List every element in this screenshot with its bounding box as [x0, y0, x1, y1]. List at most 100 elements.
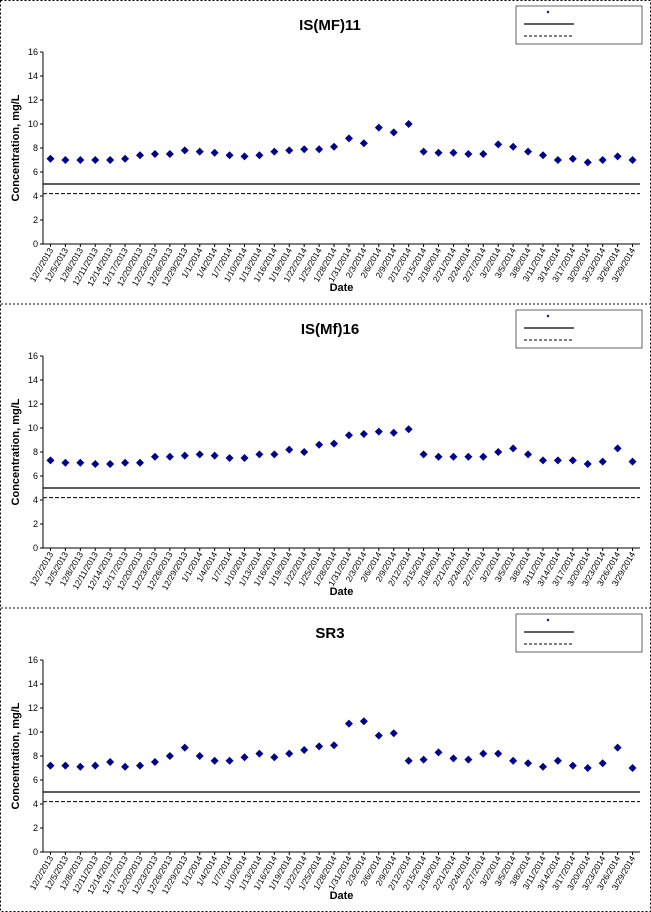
- chart-title: SR3: [315, 625, 344, 642]
- data-point: [210, 451, 219, 460]
- data-point: [330, 439, 339, 448]
- data-point: [359, 717, 368, 726]
- data-point: [225, 454, 234, 462]
- y-tick-label: 12: [28, 703, 38, 713]
- y-tick-label: 6: [33, 775, 38, 785]
- y-tick-label: 2: [33, 215, 38, 225]
- y-tick-label: 0: [33, 239, 38, 249]
- data-point: [225, 151, 234, 160]
- y-tick-label: 2: [33, 519, 38, 529]
- data-point: [46, 154, 55, 163]
- data-point: [538, 456, 547, 465]
- data-point: [524, 759, 533, 768]
- data-point: [434, 452, 443, 461]
- data-point: [404, 425, 413, 434]
- data-point: [568, 456, 577, 465]
- data-point: [46, 761, 55, 770]
- data-point: [150, 150, 159, 158]
- data-point: [270, 753, 279, 762]
- data-point: [285, 749, 294, 758]
- y-axis-label: Concentration, mg/L: [10, 94, 22, 201]
- data-point: [165, 150, 174, 158]
- data-point: [91, 460, 100, 468]
- data-point: [315, 742, 324, 751]
- y-tick-label: 0: [33, 543, 38, 553]
- data-point: [121, 154, 130, 163]
- data-point: [106, 758, 115, 766]
- data-point: [419, 755, 428, 764]
- data-point: [598, 156, 607, 164]
- data-point: [464, 452, 473, 461]
- y-tick-label: 4: [33, 799, 38, 809]
- data-point: [628, 764, 637, 772]
- data-point: [76, 156, 85, 164]
- data-point: [150, 452, 159, 461]
- data-point: [285, 146, 294, 155]
- data-point: [359, 139, 368, 148]
- y-tick-label: 8: [33, 143, 38, 153]
- data-point: [568, 761, 577, 770]
- data-point: [136, 151, 145, 160]
- data-point: [449, 148, 458, 157]
- legend-box: [515, 5, 643, 45]
- y-tick-label: 8: [33, 751, 38, 761]
- data-point: [598, 457, 607, 466]
- y-tick-label: 16: [28, 351, 38, 361]
- x-axis-label: Date: [330, 586, 354, 598]
- data-point: [419, 450, 428, 459]
- legend-marker: [546, 618, 550, 622]
- data-point: [165, 752, 174, 760]
- data-point: [315, 440, 324, 449]
- y-tick-label: 2: [33, 823, 38, 833]
- y-tick-label: 14: [28, 71, 38, 81]
- data-point: [479, 150, 488, 158]
- data-point: [210, 148, 219, 157]
- data-point: [538, 151, 547, 160]
- y-tick-label: 6: [33, 167, 38, 177]
- data-point: [180, 743, 189, 752]
- data-point: [255, 749, 264, 758]
- data-point: [404, 120, 413, 128]
- data-point: [434, 748, 443, 757]
- data-point: [330, 142, 339, 151]
- y-tick-label: 4: [33, 191, 38, 201]
- data-point: [628, 457, 637, 466]
- y-tick-label: 16: [28, 47, 38, 57]
- data-point: [464, 150, 473, 158]
- data-point: [121, 762, 130, 771]
- data-point: [553, 756, 562, 765]
- data-point: [449, 452, 458, 461]
- data-point: [524, 147, 533, 156]
- data-point: [583, 764, 592, 772]
- data-point: [180, 146, 189, 155]
- data-point: [270, 147, 279, 156]
- data-point: [494, 448, 503, 456]
- y-tick-label: 10: [28, 119, 38, 129]
- data-point: [494, 749, 503, 758]
- data-point: [136, 761, 145, 770]
- data-point: [613, 444, 622, 453]
- data-point: [344, 719, 353, 728]
- data-point: [91, 156, 100, 164]
- data-point: [553, 456, 562, 465]
- data-point: [225, 756, 234, 765]
- data-point: [300, 145, 309, 154]
- y-tick-label: 4: [33, 495, 38, 505]
- data-point: [628, 156, 637, 164]
- data-point: [389, 428, 398, 437]
- data-point: [195, 147, 204, 156]
- data-point: [255, 151, 264, 160]
- y-tick-label: 10: [28, 727, 38, 737]
- y-axis-label: Concentration, mg/L: [10, 702, 22, 809]
- data-point: [538, 762, 547, 771]
- data-point: [300, 746, 309, 754]
- data-point: [240, 454, 249, 462]
- legend-box: [515, 613, 643, 653]
- legend-box: [515, 309, 643, 349]
- data-point: [315, 145, 324, 154]
- data-point: [524, 450, 533, 459]
- data-point: [374, 731, 383, 740]
- data-point: [494, 140, 503, 149]
